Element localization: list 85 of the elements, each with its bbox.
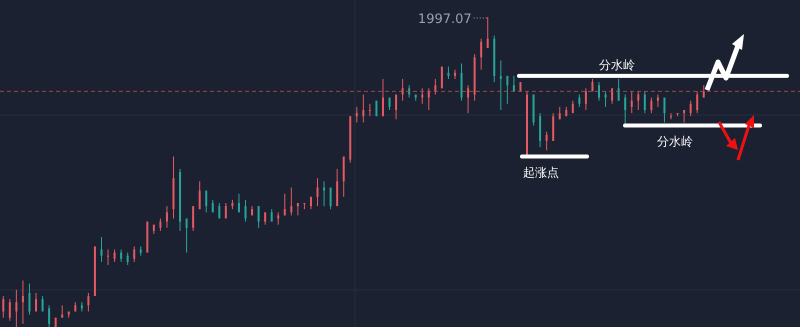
candlestick — [270, 208, 273, 222]
candlestick — [8, 298, 11, 322]
candlestick — [42, 296, 44, 312]
candlestick — [395, 94, 398, 120]
candlestick — [264, 212, 266, 226]
candlestick — [212, 199, 214, 213]
ref-line-label: 起涨点 — [523, 166, 559, 180]
candlestick — [558, 106, 561, 120]
candlestick — [126, 252, 129, 266]
candlestick — [440, 66, 443, 89]
candlestick — [644, 90, 646, 114]
candlestick — [323, 180, 326, 207]
candlestick — [382, 78, 384, 117]
candlestick — [251, 206, 254, 216]
ref-line-label: 分水岭 — [599, 58, 635, 72]
candlestick — [650, 97, 652, 114]
candlestick — [87, 292, 90, 312]
candlestick — [512, 75, 515, 92]
candlestick — [598, 82, 600, 102]
candlestick — [231, 199, 234, 210]
candlestick — [663, 97, 666, 123]
candlestick — [690, 100, 692, 117]
candlestick — [100, 236, 102, 262]
candlestick — [362, 94, 364, 123]
candlestick — [28, 283, 30, 316]
candlestick — [696, 90, 698, 114]
annotation: 1997.07 — [418, 12, 472, 27]
candlestick — [35, 292, 38, 312]
candlestick — [683, 110, 686, 123]
candlestick — [310, 196, 312, 210]
candlestick — [584, 88, 587, 110]
candlestick — [22, 280, 24, 324]
candlestick — [192, 206, 194, 232]
candlestick — [166, 206, 168, 228]
candlestick — [500, 60, 502, 110]
candlestick — [290, 187, 292, 216]
candlestick — [467, 84, 470, 114]
candlestick — [186, 218, 188, 254]
candlestick — [486, 17, 489, 48]
candlestick — [637, 90, 640, 110]
candlestick — [218, 202, 220, 219]
candlestick — [546, 131, 548, 151]
candlestick — [591, 78, 594, 92]
candlestick — [630, 90, 633, 114]
candlestick — [447, 66, 450, 80]
candlestick — [296, 202, 299, 216]
candlestick — [572, 100, 574, 114]
candlestick — [120, 249, 122, 262]
candlestick — [114, 249, 116, 262]
candlestick — [159, 218, 162, 232]
candlestick — [368, 103, 371, 117]
candlestick — [133, 246, 136, 262]
candlestick — [244, 199, 247, 222]
candlestick — [2, 296, 4, 318]
candlestick — [480, 38, 482, 70]
candlestick — [375, 100, 378, 117]
candlestick — [578, 94, 580, 108]
candlestick — [107, 249, 110, 266]
candlestick — [316, 178, 319, 207]
candlestick — [454, 69, 456, 80]
candlestick — [388, 97, 391, 110]
candlestick — [224, 202, 227, 219]
candlestick — [258, 206, 260, 228]
candlestick — [198, 180, 201, 210]
candlestick — [15, 289, 18, 327]
candlestick — [238, 193, 240, 213]
candlestick — [702, 84, 705, 98]
candlestick — [356, 106, 358, 123]
candlestick — [48, 304, 50, 327]
candlestick — [80, 302, 83, 312]
candlestick — [284, 193, 286, 216]
candlestick — [205, 190, 208, 213]
candlestick — [330, 187, 332, 210]
candlestick — [656, 94, 659, 108]
candlestick — [152, 224, 155, 234]
candlestick — [61, 304, 64, 318]
candlestick — [277, 212, 280, 226]
candlestick — [624, 94, 626, 126]
candlestick — [54, 317, 57, 327]
candlestick — [140, 246, 142, 256]
ref-line-label: 分水岭 — [657, 134, 693, 148]
candlestick — [421, 88, 424, 104]
candlestick — [434, 78, 436, 95]
candlestick — [604, 90, 607, 108]
candlestick — [506, 75, 508, 104]
